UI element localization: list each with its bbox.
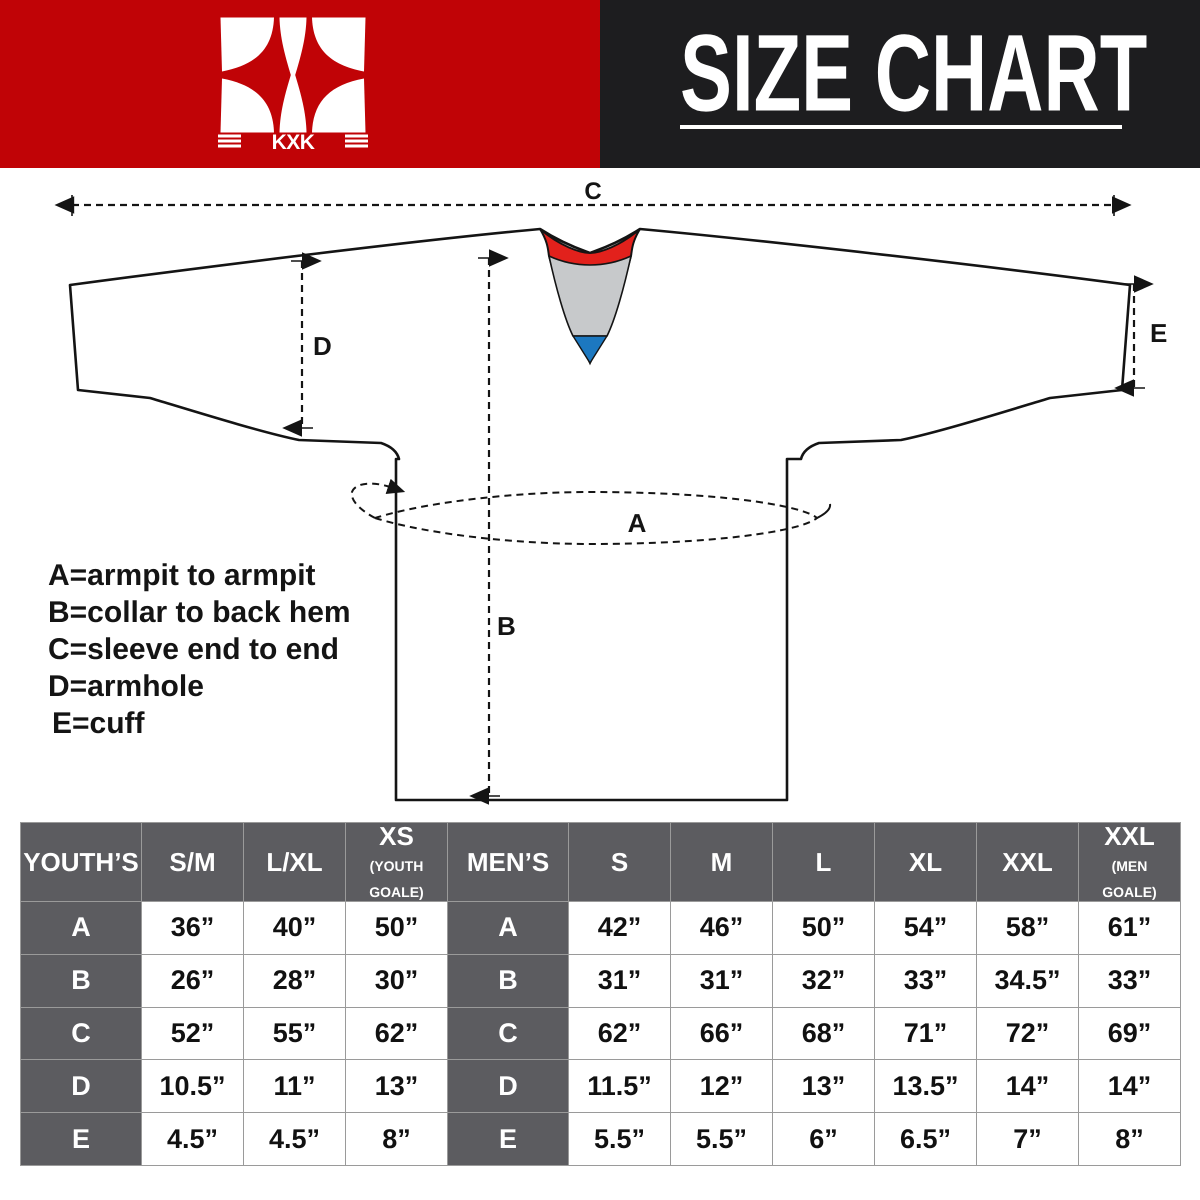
svg-text:D=armhole: D=armhole [48, 670, 204, 703]
svg-text:KXK: KXK [272, 130, 315, 154]
svg-text:E=cuff: E=cuff [52, 707, 146, 740]
svg-text:B: B [497, 611, 516, 641]
svg-text:C=sleeve end to end: C=sleeve end to end [48, 633, 339, 666]
svg-text:E: E [1150, 318, 1167, 348]
svg-text:B=collar to back hem: B=collar to back hem [48, 596, 351, 629]
svg-text:D: D [313, 331, 332, 361]
svg-text:A=armpit to armpit: A=armpit to armpit [48, 559, 316, 592]
svg-text:C: C [584, 178, 601, 205]
svg-text:A: A [628, 508, 647, 538]
